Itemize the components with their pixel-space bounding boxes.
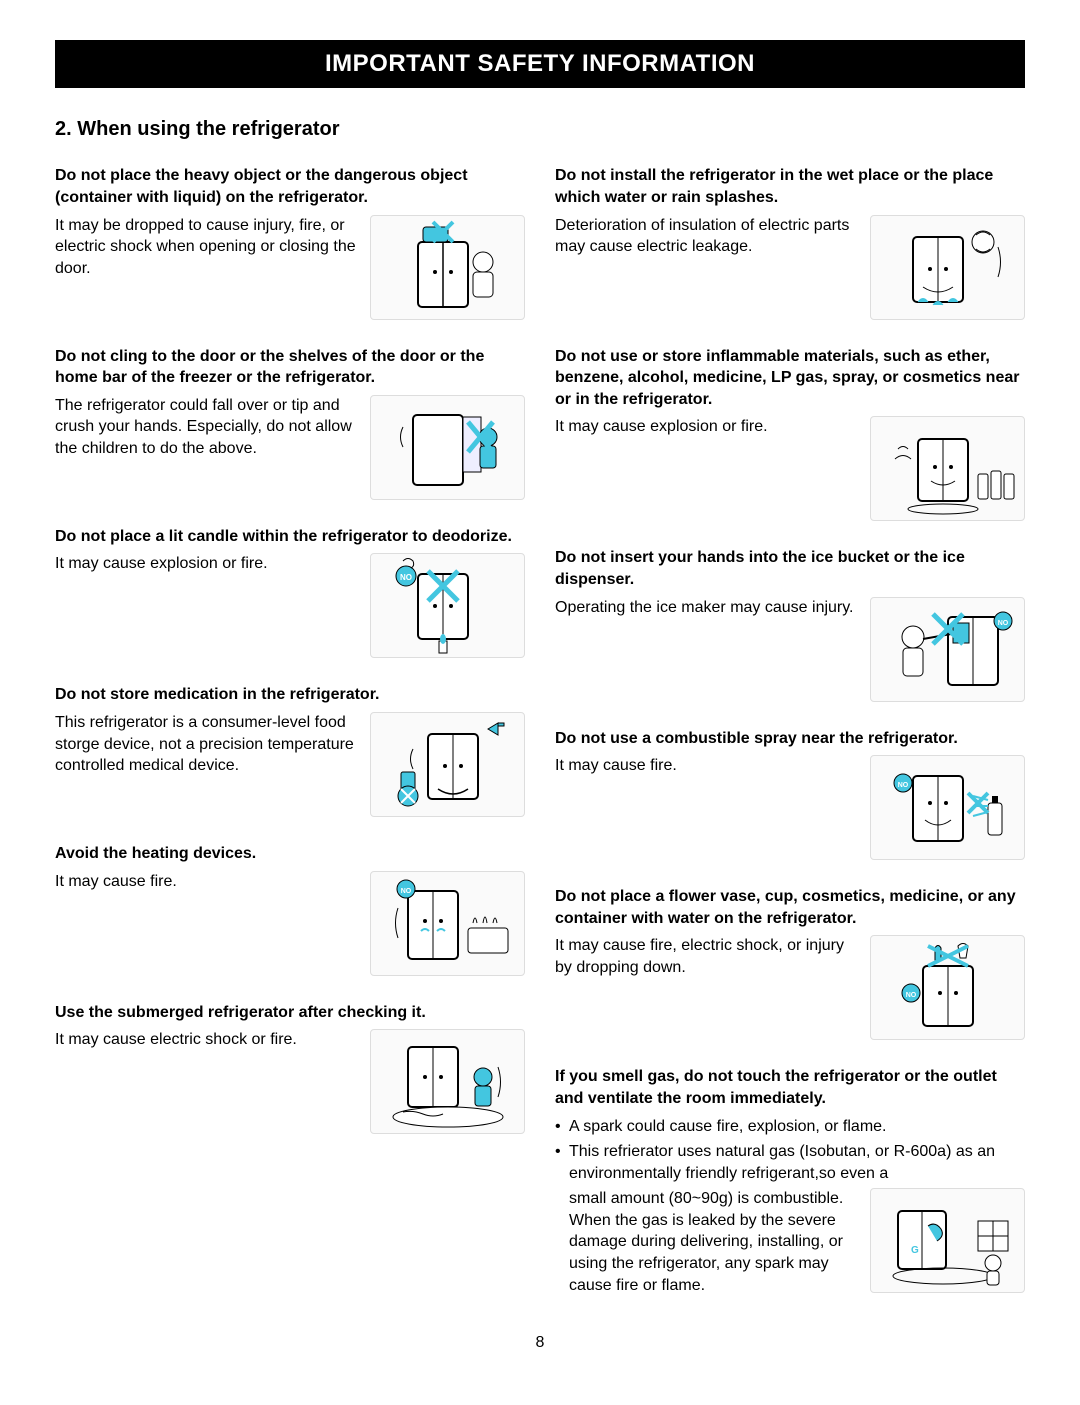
safety-banner: IMPORTANT SAFETY INFORMATION [55, 40, 1025, 88]
page-number: 8 [55, 1332, 1025, 1354]
item-title: Use the submerged refrigerator after che… [55, 1002, 525, 1024]
item-text: It may cause fire. [555, 755, 858, 777]
item-text: It may cause fire, electric shock, or in… [555, 935, 858, 978]
fridge-gas-icon: G [870, 1188, 1025, 1293]
item-text: Deterioration of insulation of electric … [555, 215, 858, 258]
svg-text:NO: NO [997, 620, 1008, 627]
item-title: Do not store medication in the refrigera… [55, 684, 525, 706]
item-medication: Do not store medication in the refrigera… [55, 684, 525, 817]
svg-text:G: G [911, 1245, 919, 1256]
svg-text:NO: NO [905, 992, 916, 999]
fridge-vase-icon: NO [870, 935, 1025, 1040]
item-wet-place: Do not install the refrigerator in the w… [555, 165, 1025, 319]
item-title: Do not use or store inflammable material… [555, 346, 1025, 411]
item-submerged: Use the submerged refrigerator after che… [55, 1002, 525, 1135]
item-title: Do not place a flower vase, cup, cosmeti… [555, 886, 1025, 929]
item-ice-bucket: Do not insert your hands into the ice bu… [555, 547, 1025, 701]
section-heading: 2. When using the refrigerator [55, 116, 1025, 143]
item-text: It may be dropped to cause injury, fire,… [55, 215, 358, 280]
fridge-inflammable-icon [870, 416, 1025, 521]
item-text: It may cause electric shock or fire. [55, 1029, 358, 1051]
left-column: Do not place the heavy object or the dan… [55, 165, 525, 1322]
item-text: It may cause explosion or fire. [55, 553, 358, 575]
two-column-layout: Do not place the heavy object or the dan… [55, 165, 1025, 1322]
fridge-medication-icon [370, 712, 525, 817]
fridge-ice-bucket-icon: NO [870, 597, 1025, 702]
item-heating-devices: Avoid the heating devices. It may cause … [55, 843, 525, 976]
item-title: Avoid the heating devices. [55, 843, 525, 865]
gas-bullet-2-top: This refrierator uses natural gas (Isobu… [555, 1141, 1025, 1184]
item-gas-smell: If you smell gas, do not touch the refri… [555, 1066, 1025, 1296]
item-title: Do not place the heavy object or the dan… [55, 165, 525, 208]
fridge-heavy-object-icon [370, 215, 525, 320]
svg-text:NO: NO [400, 573, 412, 582]
fridge-wet-icon [870, 215, 1025, 320]
item-inflammable: Do not use or store inflammable material… [555, 346, 1025, 522]
right-column: Do not install the refrigerator in the w… [555, 165, 1025, 1322]
item-flower-vase: Do not place a flower vase, cup, cosmeti… [555, 886, 1025, 1040]
svg-text:NO: NO [400, 888, 411, 895]
fridge-candle-icon: NO [370, 553, 525, 658]
gas-bullet-list: A spark could cause fire, explosion, or … [555, 1116, 1025, 1185]
item-candle: Do not place a lit candle within the ref… [55, 526, 525, 659]
item-title: Do not use a combustible spray near the … [555, 728, 1025, 750]
item-title: Do not cling to the door or the shelves … [55, 346, 525, 389]
gas-bullet-2-bottom: small amount (80~90g) is combustible. Wh… [555, 1188, 858, 1296]
item-title: Do not insert your hands into the ice bu… [555, 547, 1025, 590]
item-text: This refrigerator is a consumer-level fo… [55, 712, 358, 777]
item-title: Do not place a lit candle within the ref… [55, 526, 525, 548]
fridge-heating-icon: NO [370, 871, 525, 976]
item-title: Do not install the refrigerator in the w… [555, 165, 1025, 208]
fridge-spray-icon: NO [870, 755, 1025, 860]
fridge-cling-icon [370, 395, 525, 500]
item-text: The refrigerator could fall over or tip … [55, 395, 358, 460]
item-combustible-spray: Do not use a combustible spray near the … [555, 728, 1025, 861]
item-title: If you smell gas, do not touch the refri… [555, 1066, 1025, 1109]
item-text: It may cause fire. [55, 871, 358, 893]
fridge-submerged-icon [370, 1029, 525, 1134]
item-cling-door: Do not cling to the door or the shelves … [55, 346, 525, 500]
item-text: Operating the ice maker may cause injury… [555, 597, 858, 619]
gas-bullet-1: A spark could cause fire, explosion, or … [555, 1116, 1025, 1138]
svg-text:NO: NO [897, 782, 908, 789]
item-heavy-object: Do not place the heavy object or the dan… [55, 165, 525, 319]
item-text: It may cause explosion or fire. [555, 416, 858, 438]
